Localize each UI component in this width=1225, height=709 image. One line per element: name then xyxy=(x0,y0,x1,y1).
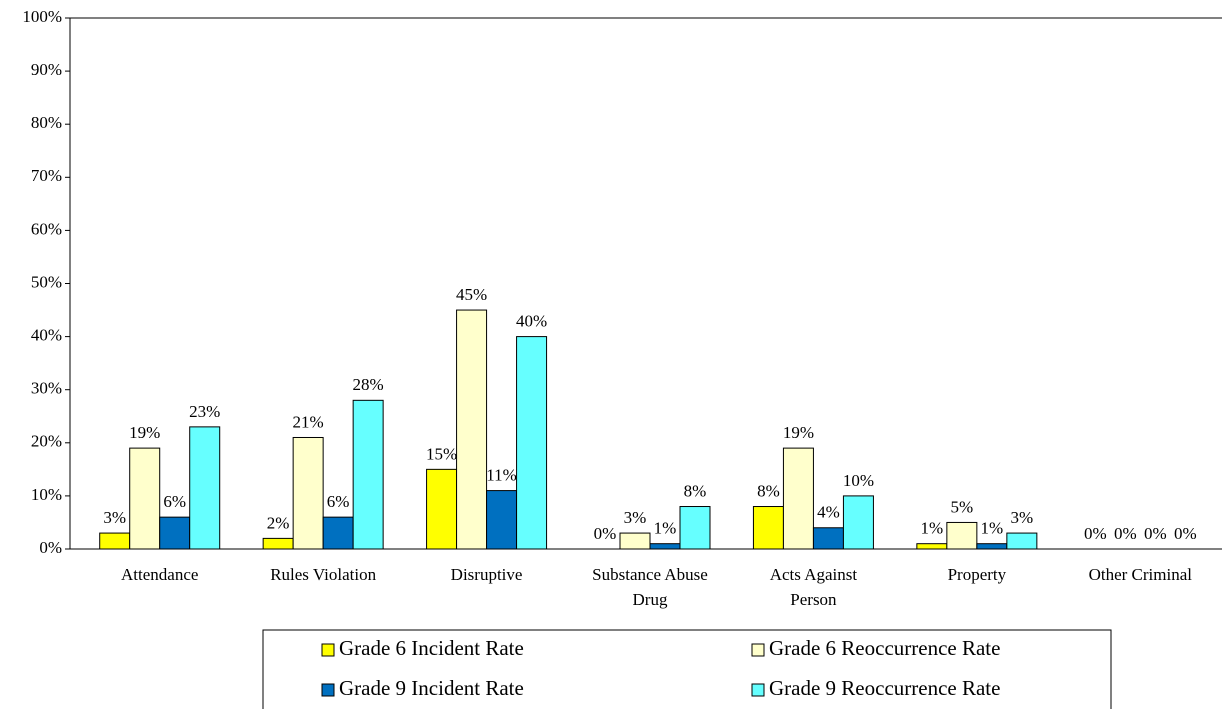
bar xyxy=(812,527,844,550)
bar xyxy=(189,426,221,550)
y-tick-label: 20% xyxy=(31,432,62,451)
data-label: 1% xyxy=(654,519,677,538)
data-label: 8% xyxy=(757,481,780,500)
data-label: 2% xyxy=(267,513,290,532)
bar xyxy=(292,436,324,550)
legend-label: Grade 9 Incident Rate xyxy=(339,676,524,700)
bar xyxy=(842,495,874,550)
data-label: 19% xyxy=(783,423,814,442)
data-label: 45% xyxy=(456,285,487,304)
legend-swatch xyxy=(321,643,335,657)
data-label: 0% xyxy=(1144,524,1167,543)
bar xyxy=(426,468,458,550)
bar xyxy=(352,399,384,550)
legend-box xyxy=(262,629,1112,709)
data-label: 1% xyxy=(921,519,944,538)
data-label: 28% xyxy=(353,375,384,394)
x-tick-label: Acts Against Person xyxy=(770,565,858,609)
data-label: 15% xyxy=(426,444,457,463)
bar xyxy=(976,543,1008,550)
x-tick-label: Attendance xyxy=(121,565,198,584)
data-label: 21% xyxy=(293,412,324,431)
data-label: 4% xyxy=(817,503,840,522)
data-label: 6% xyxy=(327,492,350,511)
y-tick-label: 0% xyxy=(39,538,62,557)
legend-swatch xyxy=(751,643,765,657)
bar xyxy=(649,543,681,550)
data-label: 0% xyxy=(1114,524,1137,543)
bar xyxy=(679,506,711,550)
data-label: 0% xyxy=(1084,524,1107,543)
legend-swatch xyxy=(321,683,335,697)
data-label: 23% xyxy=(189,402,220,421)
x-tick-label: Other Criminal xyxy=(1089,565,1193,584)
bar xyxy=(159,516,191,550)
legend-label: Grade 6 Incident Rate xyxy=(339,636,524,660)
bar xyxy=(262,537,294,550)
bar xyxy=(129,447,161,550)
x-tick-label: Disruptive xyxy=(451,565,523,584)
data-label: 1% xyxy=(981,519,1004,538)
bar xyxy=(752,506,784,550)
data-label: 3% xyxy=(103,508,126,527)
data-label: 40% xyxy=(516,312,547,331)
y-tick-label: 10% xyxy=(31,485,62,504)
x-tick-label: Substance Abuse Drug xyxy=(592,565,708,609)
bar xyxy=(946,521,978,550)
data-label: 11% xyxy=(486,465,517,484)
data-label: 10% xyxy=(843,471,874,490)
data-label: 19% xyxy=(129,423,160,442)
legend-swatch xyxy=(751,683,765,697)
bar xyxy=(1006,532,1038,550)
y-tick-label: 70% xyxy=(31,166,62,185)
data-label: 0% xyxy=(1174,524,1197,543)
bar xyxy=(322,516,354,550)
data-label: 0% xyxy=(594,524,617,543)
legend-label: Grade 9 Reoccurrence Rate xyxy=(769,676,1000,700)
y-tick-label: 50% xyxy=(31,272,62,291)
bar xyxy=(619,532,651,550)
data-label: 3% xyxy=(624,508,647,527)
bar xyxy=(486,490,518,550)
x-tick-label: Rules Violation xyxy=(270,565,376,584)
bar xyxy=(99,532,131,550)
y-tick-label: 30% xyxy=(31,379,62,398)
bar xyxy=(456,309,488,550)
bar xyxy=(516,336,548,550)
bar xyxy=(916,543,948,550)
y-tick-label: 80% xyxy=(31,113,62,132)
y-tick-label: 90% xyxy=(31,60,62,79)
y-tick-label: 60% xyxy=(31,219,62,238)
x-tick-label: Property xyxy=(948,565,1007,584)
data-label: 6% xyxy=(163,492,186,511)
y-tick-label: 100% xyxy=(22,7,62,26)
data-label: 8% xyxy=(684,481,707,500)
data-label: 3% xyxy=(1011,508,1034,527)
data-label: 5% xyxy=(951,497,974,516)
y-tick-label: 40% xyxy=(31,326,62,345)
bar xyxy=(782,447,814,550)
legend-label: Grade 6 Reoccurrence Rate xyxy=(769,636,1000,660)
